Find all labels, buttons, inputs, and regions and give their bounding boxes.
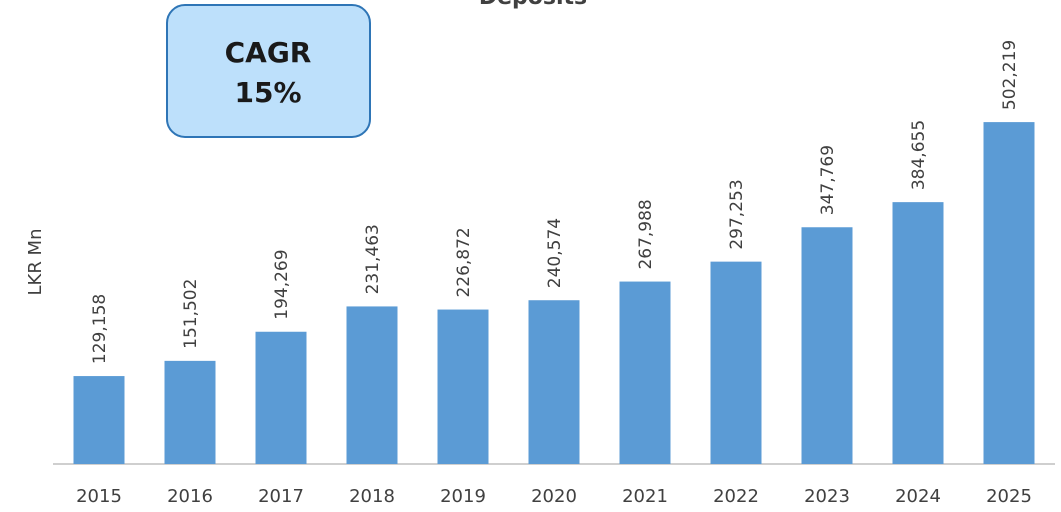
bar xyxy=(346,306,398,464)
bar xyxy=(255,331,307,464)
x-tick-label: 2025 xyxy=(986,486,1032,507)
y-axis-label: LKR Mn xyxy=(25,229,46,296)
value-label: 194,269 xyxy=(272,249,292,319)
x-tick-label: 2019 xyxy=(440,486,486,507)
value-label: 267,988 xyxy=(636,199,656,269)
value-label: 384,655 xyxy=(909,120,929,190)
x-tick-label: 2018 xyxy=(349,486,395,507)
x-tick-label: 2020 xyxy=(531,486,577,507)
bar xyxy=(164,360,216,464)
x-tick-label: 2015 xyxy=(76,486,122,507)
bar xyxy=(892,202,944,464)
x-tick-label: 2021 xyxy=(622,486,668,507)
x-tick-label: 2017 xyxy=(258,486,304,507)
bar xyxy=(801,227,853,464)
value-label: 347,769 xyxy=(818,145,838,215)
x-tick-label: 2022 xyxy=(713,486,759,507)
bar xyxy=(983,122,1035,464)
value-label: 129,158 xyxy=(90,294,110,364)
x-tick-label: 2023 xyxy=(804,486,850,507)
annotation-box xyxy=(166,4,371,138)
bar xyxy=(710,261,762,464)
bar xyxy=(528,300,580,464)
x-tick-label: 2024 xyxy=(895,486,941,507)
bar xyxy=(73,376,125,464)
annotation-text: CAGR xyxy=(225,36,312,69)
value-label: 231,463 xyxy=(363,224,383,294)
value-label: 502,219 xyxy=(1000,40,1020,110)
value-label: 226,872 xyxy=(454,227,474,297)
bar xyxy=(619,281,671,464)
bar xyxy=(437,309,489,464)
x-tick-label: 2016 xyxy=(167,486,213,507)
chart-title: Deposits xyxy=(479,0,587,10)
value-label: 240,574 xyxy=(545,218,565,288)
value-label: 151,502 xyxy=(181,279,201,349)
value-label: 297,253 xyxy=(727,179,747,249)
annotation-text: 15% xyxy=(234,76,301,109)
